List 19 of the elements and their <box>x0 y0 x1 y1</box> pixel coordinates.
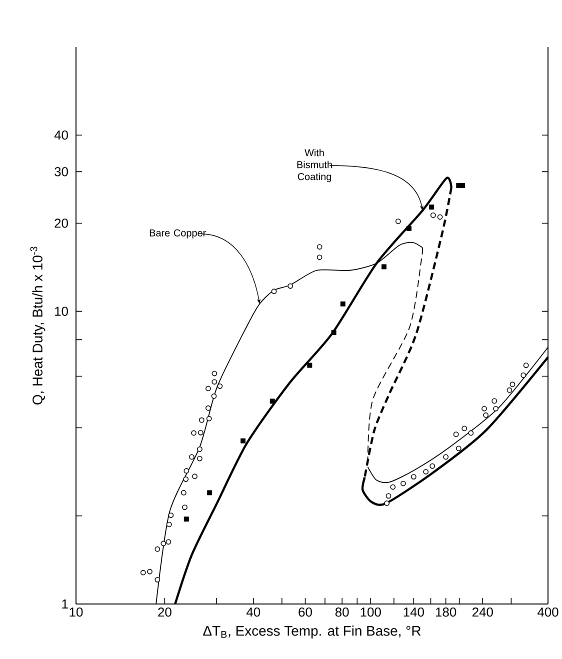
y-tick-label: 10 <box>55 306 68 316</box>
y-tick-label: 20 <box>54 218 68 228</box>
y-tick-label: 30 <box>54 167 68 176</box>
y-tick-label: 1 <box>62 600 68 608</box>
y-tick-label: 40 <box>54 130 68 140</box>
x-tick-label: 10 <box>70 608 83 617</box>
x-tick-label: 140 <box>404 608 424 617</box>
annotation: Bare Copper <box>150 229 206 238</box>
x-tick-label: 40 <box>246 608 260 617</box>
annotation: With Bismuth Coating <box>297 148 332 182</box>
x-tick-label: 60 <box>298 608 312 617</box>
x-tick-label: 240 <box>472 608 493 617</box>
x-tick-label: 400 <box>538 608 558 617</box>
y-axis-title: Q, Heat Duty, Btu/h x 10$^{-3}$ <box>30 246 46 404</box>
x-tick-label: 20 <box>158 608 172 617</box>
x-tick-label: 180 <box>436 608 456 617</box>
x-tick-label: 80 <box>335 608 349 617</box>
x-tick-label: 100 <box>360 608 381 617</box>
x-axis-title: ΔT$_{B}$, Excess Temp. at Fin Base, °R <box>203 626 421 639</box>
